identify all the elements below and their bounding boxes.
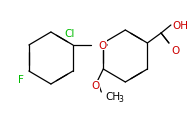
Text: OH: OH xyxy=(173,21,189,31)
Text: O: O xyxy=(171,46,179,55)
Text: O: O xyxy=(98,41,107,51)
Text: CH: CH xyxy=(105,91,120,101)
Text: 3: 3 xyxy=(118,95,123,104)
Text: Cl: Cl xyxy=(65,29,75,39)
Text: F: F xyxy=(18,74,24,84)
Text: O: O xyxy=(91,80,100,90)
